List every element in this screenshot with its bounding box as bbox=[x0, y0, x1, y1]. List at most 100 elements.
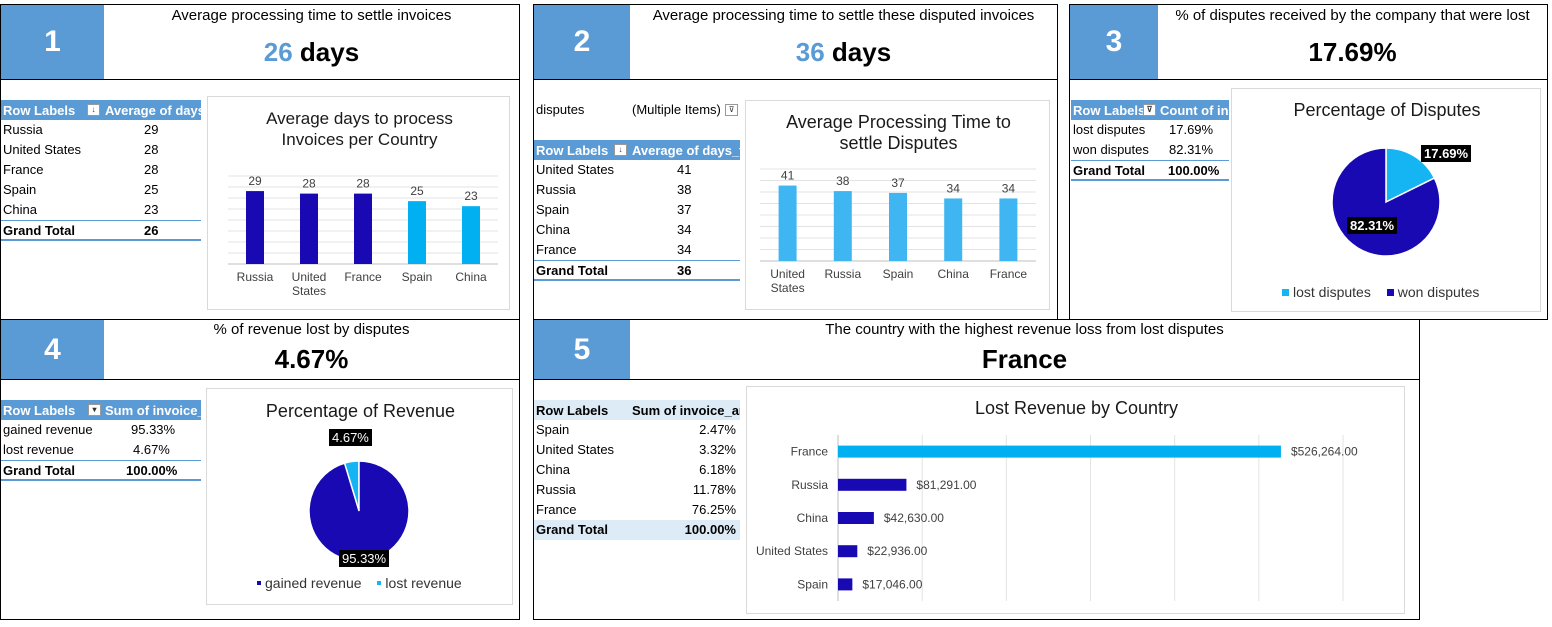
filter-value[interactable]: (Multiple Items) bbox=[632, 102, 721, 117]
kpi-card-3: 3 % of disputes received by the company … bbox=[1069, 4, 1548, 80]
pivot-grand-total: Grand Total 100.00% bbox=[534, 520, 740, 540]
row-label: Spain bbox=[536, 202, 570, 217]
bar-united-states bbox=[778, 185, 797, 261]
bar-france bbox=[999, 198, 1018, 261]
legend-swatch-lost bbox=[1282, 288, 1289, 296]
pivot-row: Spain 37 bbox=[534, 200, 740, 220]
data-label-lost: 4.67% bbox=[329, 429, 372, 446]
pivot-row: Russia 11.78% bbox=[534, 480, 740, 500]
legend-label: gained revenue bbox=[265, 575, 362, 591]
data-label: $17,046.00 bbox=[862, 577, 922, 591]
chart-avg-days-per-country[interactable]: Average days to process Invoices per Cou… bbox=[207, 96, 510, 310]
pivot-grand-total: Grand Total 36 bbox=[534, 260, 740, 280]
kpi-card-4: 4 % of revenue lost by disputes 4.67% bbox=[0, 319, 520, 380]
kpi-value: 26 days bbox=[104, 37, 519, 68]
bar-china bbox=[944, 198, 963, 261]
row-label: China bbox=[536, 222, 570, 237]
row-value: 82.31% bbox=[1169, 142, 1214, 157]
bar-russia bbox=[838, 478, 907, 491]
pivot-row: Spain 2.47% bbox=[534, 420, 740, 440]
category-label: Russia bbox=[824, 267, 861, 281]
row-value: 17.69% bbox=[1169, 122, 1214, 137]
category-label: Russia bbox=[237, 270, 274, 284]
kpi-number-badge: 5 bbox=[534, 320, 630, 379]
category-label: United bbox=[770, 267, 805, 281]
category-label: States bbox=[292, 284, 326, 298]
kpi-value-number: 26 bbox=[263, 37, 293, 67]
data-label: 41 bbox=[781, 169, 795, 183]
chart-plot bbox=[308, 460, 410, 562]
kpi-number-badge: 3 bbox=[1070, 5, 1158, 79]
bar-united-states bbox=[300, 193, 318, 264]
data-label: 34 bbox=[947, 181, 961, 195]
pivot-header-value: Count of in bbox=[1160, 103, 1229, 118]
pivot-header: Row Labels Sum of invoice_am bbox=[534, 400, 740, 420]
sort-filter-button[interactable]: ▾ bbox=[88, 404, 101, 416]
chart-percentage-revenue[interactable]: Percentage of Revenue 4.67% 95.33% gaine… bbox=[206, 388, 513, 605]
bar-spain bbox=[889, 192, 907, 261]
category-label: Spain bbox=[883, 267, 914, 281]
total-label: Grand Total bbox=[1073, 163, 1145, 178]
chart-plot: France $526,264.00 Russia $81,291.00 China $4… bbox=[756, 435, 1358, 601]
row-value: 6.18% bbox=[699, 462, 736, 477]
total-label: Grand Total bbox=[536, 263, 608, 278]
filter-button[interactable]: ⊽ bbox=[1143, 104, 1156, 116]
chart-percentage-disputes[interactable]: Percentage of Disputes 17.69% 82.31% los… bbox=[1231, 88, 1541, 312]
kpi-card-5: 5 The country with the highest revenue l… bbox=[533, 319, 1420, 380]
kpi-card-1: 1 Average processing time to settle invo… bbox=[0, 4, 520, 80]
row-label: France bbox=[536, 242, 577, 257]
kpi-title: The country with the highest revenue los… bbox=[825, 321, 1224, 338]
data-label: 29 bbox=[248, 174, 262, 188]
legend-label: won disputes bbox=[1397, 284, 1480, 300]
row-label: United States bbox=[536, 442, 615, 457]
category-label: China bbox=[938, 267, 970, 281]
chart-lost-revenue-by-country[interactable]: Lost Revenue by Country France $526,264.0… bbox=[746, 386, 1405, 614]
data-label: $42,630.00 bbox=[884, 511, 944, 525]
kpi-number-badge: 4 bbox=[1, 320, 104, 379]
pivot-row: China 6.18% bbox=[534, 460, 740, 480]
row-label: gained revenue bbox=[3, 422, 93, 437]
pivot-grand-total: Grand Total 100.00% bbox=[1, 460, 201, 480]
row-value: 2.47% bbox=[699, 422, 736, 437]
total-label: Grand Total bbox=[3, 463, 75, 478]
row-label: Russia bbox=[536, 182, 576, 197]
row-label: France bbox=[3, 162, 44, 177]
legend-swatch-lost bbox=[377, 581, 382, 586]
data-label: 23 bbox=[464, 189, 478, 203]
row-label: United States bbox=[3, 142, 82, 157]
chart-avg-processing-disputes[interactable]: Average Processing Time to settle Disput… bbox=[745, 100, 1050, 310]
row-value: 28 bbox=[144, 162, 159, 177]
data-label-gained: 95.33% bbox=[339, 550, 390, 567]
pivot-header-row-labels: Row Labels bbox=[536, 143, 609, 158]
pivot-table-4: Row Labels ▾ Sum of invoice_ gained reve… bbox=[1, 400, 201, 481]
row-value: 95.33% bbox=[131, 422, 176, 437]
sort-filter-button[interactable]: ↓ bbox=[87, 104, 100, 116]
kpi-value-number: 36 bbox=[795, 37, 825, 67]
category-label: France bbox=[791, 445, 829, 459]
row-value: 34 bbox=[677, 222, 692, 237]
data-label: 25 bbox=[410, 184, 424, 198]
row-label: Spain bbox=[536, 422, 570, 437]
data-label: $526,264.00 bbox=[1291, 445, 1358, 459]
legend-swatch-won bbox=[1386, 288, 1394, 296]
bar-united-states bbox=[838, 545, 858, 558]
row-label: lost disputes bbox=[1073, 122, 1146, 137]
kpi-title: Average processing time to settle these … bbox=[652, 7, 1035, 24]
filter-dropdown-button[interactable]: ⊽ bbox=[725, 104, 738, 116]
pivot-row: Russia 38 bbox=[534, 180, 740, 200]
row-label: Russia bbox=[536, 482, 576, 497]
row-value: 41 bbox=[677, 162, 692, 177]
sort-filter-button[interactable]: ↓ bbox=[614, 144, 627, 156]
total-underline bbox=[534, 279, 740, 281]
chart-title: Percentage of Disputes bbox=[1293, 100, 1481, 120]
pivot-header-value: Sum of invoice_ bbox=[105, 403, 201, 418]
legend-label: lost revenue bbox=[385, 575, 462, 591]
total-value: 26 bbox=[144, 223, 159, 238]
kpi-value-unit: days bbox=[824, 37, 892, 67]
pivot-header-row-labels: Row Labels bbox=[536, 403, 609, 418]
bar-france bbox=[354, 193, 372, 264]
chart-plot bbox=[1331, 147, 1441, 257]
row-label: France bbox=[536, 502, 577, 517]
